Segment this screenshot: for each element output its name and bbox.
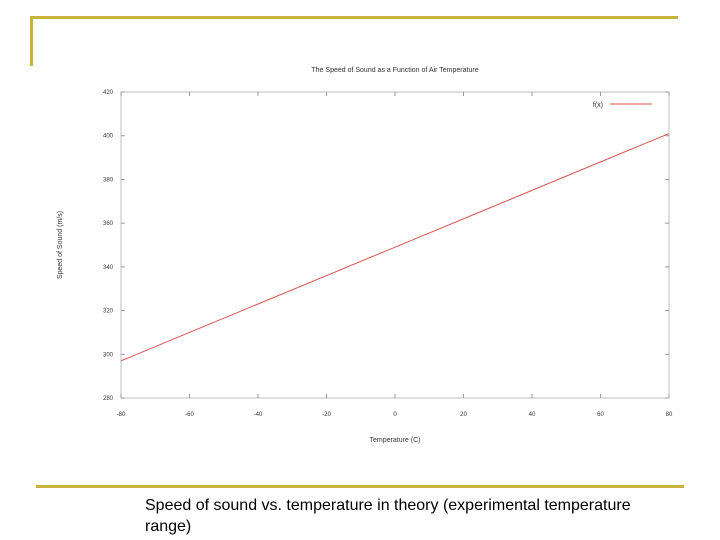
legend-label: f(x) (593, 102, 603, 109)
x-tick-label: -20 (322, 412, 331, 418)
y-tick-label: 320 (103, 309, 114, 315)
y-tick-label: 360 (103, 221, 114, 227)
x-tick-label: 60 (597, 412, 604, 418)
x-tick-label: 80 (666, 412, 673, 418)
chart-title: The Speed of Sound as a Function of Air … (311, 67, 478, 74)
x-tick-label: 0 (393, 412, 397, 418)
x-tick-label: 40 (529, 412, 536, 418)
x-tick-label: -60 (185, 412, 194, 418)
plot-frame (120, 91, 670, 399)
series-line-fx (120, 133, 670, 362)
decorative-top-rule (30, 16, 678, 19)
y-tick-label: 420 (103, 90, 114, 96)
x-tick-label: 20 (460, 412, 467, 418)
y-tick-label: 400 (103, 134, 114, 140)
y-tick-label: 340 (103, 265, 114, 271)
decorative-bottom-rule (36, 485, 684, 488)
x-tick-label: -40 (254, 412, 263, 418)
x-tick-label: -80 (117, 412, 126, 418)
y-tick-label: 380 (103, 177, 114, 183)
slide-caption: Speed of sound vs. temperature in theory… (145, 497, 631, 535)
y-tick-label: 280 (103, 396, 114, 402)
x-axis-label: Temperature (C) (370, 437, 421, 444)
y-tick-label: 300 (103, 352, 114, 358)
y-axis-label: Speed of Sound (m/s) (57, 211, 64, 279)
speed-of-sound-chart: The Speed of Sound as a Function of Air … (57, 67, 673, 444)
legend: f(x) (593, 102, 652, 109)
decorative-left-rule (30, 16, 33, 66)
